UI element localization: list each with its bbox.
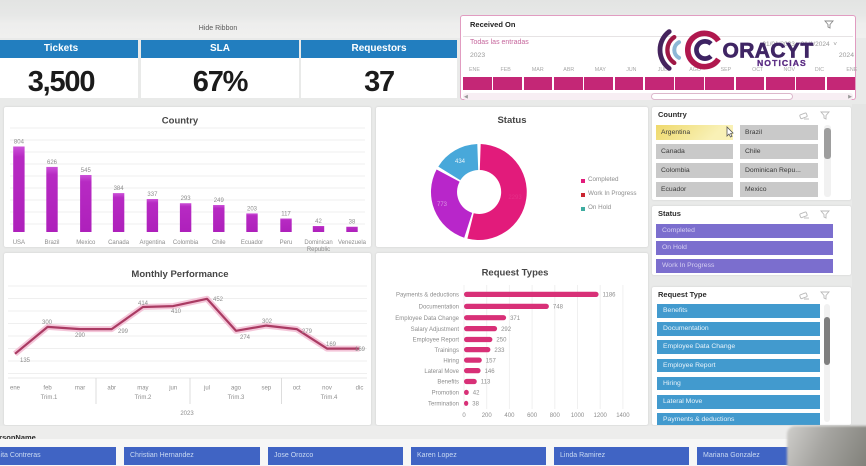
svg-text:Trim.2: Trim.2 [135, 395, 152, 401]
svg-text:Chile: Chile [212, 240, 226, 246]
svg-text:Documentation: Documentation [419, 305, 459, 311]
svg-text:146: 146 [485, 369, 496, 375]
svg-text:Employee Report: Employee Report [413, 338, 460, 344]
svg-text:2023: 2023 [180, 411, 194, 417]
svg-text:1200: 1200 [594, 413, 608, 419]
svg-text:Republic: Republic [307, 247, 330, 253]
svg-text:Canada: Canada [108, 240, 130, 246]
svg-text:200: 200 [482, 413, 493, 419]
svg-text:434: 434 [455, 159, 466, 165]
svg-text:jul: jul [203, 386, 210, 392]
svg-text:804: 804 [14, 140, 25, 146]
svg-text:1186: 1186 [603, 293, 617, 299]
svg-text:oct: oct [293, 386, 301, 392]
svg-text:748: 748 [553, 305, 564, 311]
svg-text:337: 337 [147, 192, 158, 198]
svg-text:Colombia: Colombia [173, 240, 199, 246]
svg-text:Employee Data Change: Employee Data Change [395, 316, 459, 322]
svg-text:1000: 1000 [571, 413, 585, 419]
svg-text:2293: 2293 [508, 195, 522, 201]
svg-text:302: 302 [262, 319, 273, 325]
svg-text:Trim.4: Trim.4 [321, 395, 338, 401]
svg-text:42: 42 [315, 219, 322, 225]
svg-text:jun: jun [168, 386, 177, 392]
svg-text:169: 169 [355, 347, 366, 353]
svg-text:nov: nov [322, 386, 332, 392]
svg-text:203: 203 [247, 206, 258, 212]
svg-text:sep: sep [261, 386, 271, 392]
svg-text:Termination: Termination [428, 402, 459, 408]
svg-text:233: 233 [494, 348, 505, 354]
svg-text:452: 452 [213, 297, 224, 303]
svg-text:NOTICIAS: NOTICIAS [757, 58, 807, 68]
svg-text:113: 113 [481, 380, 491, 386]
svg-text:290: 290 [75, 333, 86, 339]
svg-text:Brazil: Brazil [44, 240, 59, 246]
svg-text:800: 800 [550, 413, 561, 419]
svg-text:ago: ago [231, 386, 242, 392]
svg-text:Trainings: Trainings [435, 348, 459, 354]
svg-text:545: 545 [81, 168, 92, 174]
svg-text:384: 384 [114, 186, 125, 192]
svg-text:0: 0 [462, 413, 466, 419]
svg-text:414: 414 [138, 301, 149, 307]
svg-text:169: 169 [326, 342, 337, 348]
svg-text:274: 274 [240, 335, 251, 341]
svg-text:Hiring: Hiring [443, 358, 459, 364]
svg-text:mar: mar [75, 386, 85, 392]
svg-text:400: 400 [504, 413, 515, 419]
svg-text:249: 249 [214, 198, 225, 204]
svg-text:Monthly Performance: Monthly Performance [131, 269, 228, 280]
svg-text:600: 600 [527, 413, 538, 419]
svg-text:135: 135 [20, 358, 31, 364]
svg-text:293: 293 [181, 196, 192, 202]
svg-text:USA: USA [13, 240, 25, 246]
svg-text:may: may [137, 386, 148, 392]
svg-text:Salary Adjustment: Salary Adjustment [411, 327, 460, 333]
svg-text:292: 292 [501, 327, 512, 333]
svg-text:117: 117 [281, 212, 291, 218]
svg-text:Dominican: Dominican [304, 240, 332, 246]
svg-text:Mexico: Mexico [76, 240, 96, 246]
svg-text:38: 38 [472, 402, 479, 408]
svg-text:feb: feb [43, 386, 52, 392]
svg-text:299: 299 [118, 329, 129, 335]
svg-text:626: 626 [47, 160, 58, 166]
svg-text:Request Types: Request Types [482, 268, 549, 279]
svg-text:1400: 1400 [616, 413, 630, 419]
svg-text:Payments & deductions: Payments & deductions [396, 293, 459, 299]
svg-text:Lateral Move: Lateral Move [424, 369, 459, 375]
svg-text:ene: ene [10, 386, 21, 392]
svg-text:300: 300 [42, 320, 53, 326]
svg-text:dic: dic [356, 386, 364, 392]
svg-text:abr: abr [107, 386, 116, 392]
svg-text:Promotion: Promotion [432, 391, 459, 397]
svg-text:279: 279 [302, 329, 313, 335]
svg-text:42: 42 [473, 391, 480, 397]
svg-text:410: 410 [171, 309, 182, 315]
svg-text:ORACYT: ORACYT [723, 40, 814, 63]
svg-text:Trim.3: Trim.3 [228, 395, 245, 401]
svg-text:Trim.1: Trim.1 [41, 395, 58, 401]
svg-text:Venezuela: Venezuela [338, 240, 367, 246]
svg-text:773: 773 [437, 202, 448, 208]
svg-text:38: 38 [349, 220, 356, 226]
svg-text:Benefits: Benefits [437, 380, 459, 386]
svg-text:Ecuador: Ecuador [241, 240, 263, 246]
svg-text:Country: Country [162, 116, 199, 127]
svg-text:Peru: Peru [280, 240, 293, 246]
svg-text:250: 250 [496, 338, 507, 344]
svg-text:Argentina: Argentina [140, 240, 166, 246]
svg-text:157: 157 [486, 358, 497, 364]
svg-text:371: 371 [510, 316, 521, 322]
